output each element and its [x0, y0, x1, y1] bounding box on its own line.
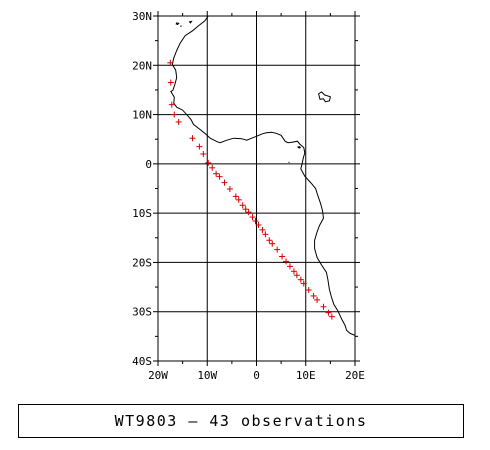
coastline-africa: [170, 16, 355, 336]
coastline-island: [188, 20, 193, 24]
observation-marker: [221, 179, 228, 186]
observation-marker: [297, 276, 304, 283]
observation-marker: [269, 240, 276, 247]
caption-box: WT9803 — 43 observations: [18, 404, 464, 438]
x-tick-label: 20E: [345, 369, 365, 382]
observation-marker: [252, 218, 259, 225]
observation-marker: [328, 313, 335, 320]
observation-marker: [205, 159, 212, 166]
y-tick-label: 0: [145, 158, 152, 171]
coastline-island: [133, 80, 135, 81]
observation-marker: [293, 272, 300, 279]
observation-marker: [255, 221, 262, 228]
observation-marker: [259, 226, 266, 233]
observation-marker: [320, 303, 327, 310]
coastline-island: [180, 25, 182, 27]
y-tick-label: 10N: [132, 109, 152, 122]
x-tick-label: 20W: [148, 369, 168, 382]
observation-marker: [249, 214, 256, 221]
observation-marker: [314, 296, 321, 303]
caption-text: WT9803 — 43 observations: [114, 412, 368, 430]
observation-marker: [213, 170, 220, 177]
observation-marker: [235, 196, 242, 203]
x-tick-label: 0: [253, 369, 260, 382]
observation-marker: [310, 292, 317, 299]
y-tick-label: 40S: [132, 355, 152, 368]
observation-marker: [245, 209, 252, 216]
coastline-lake: [318, 91, 331, 103]
coastline-island: [175, 22, 180, 25]
observation-marker: [262, 231, 269, 238]
observation-marker: [171, 111, 178, 118]
observation-marker: [290, 268, 297, 275]
observation-marker: [196, 143, 203, 150]
observation-marker: [239, 202, 246, 209]
y-tick-label: 20N: [132, 59, 152, 72]
observation-marker: [226, 185, 233, 192]
coastline-island: [296, 146, 302, 149]
observation-marker: [266, 237, 273, 244]
observation-marker: [305, 287, 312, 294]
observation-marker: [232, 193, 239, 200]
observation-marker: [274, 246, 281, 253]
observation-marker: [168, 101, 175, 108]
y-tick-label: 20S: [132, 256, 152, 269]
observation-marker: [325, 309, 332, 316]
observation-marker: [200, 151, 207, 157]
y-tick-label: 30N: [132, 10, 152, 23]
observation-marker: [279, 253, 286, 260]
x-tick-label: 10E: [296, 369, 316, 382]
observation-marker: [242, 206, 249, 213]
observation-marker: [189, 135, 196, 142]
observation-marker: [175, 118, 182, 125]
observation-marker: [167, 79, 174, 86]
observation-marker: [209, 164, 216, 171]
x-tick-label: 10W: [197, 369, 217, 382]
y-tick-label: 30S: [132, 306, 152, 319]
y-tick-label: 10S: [132, 207, 152, 220]
observation-marker: [286, 263, 293, 270]
observation-marker: [167, 59, 174, 66]
observation-marker: [283, 258, 290, 265]
observation-marker: [300, 280, 307, 287]
observation-marker: [216, 173, 223, 180]
